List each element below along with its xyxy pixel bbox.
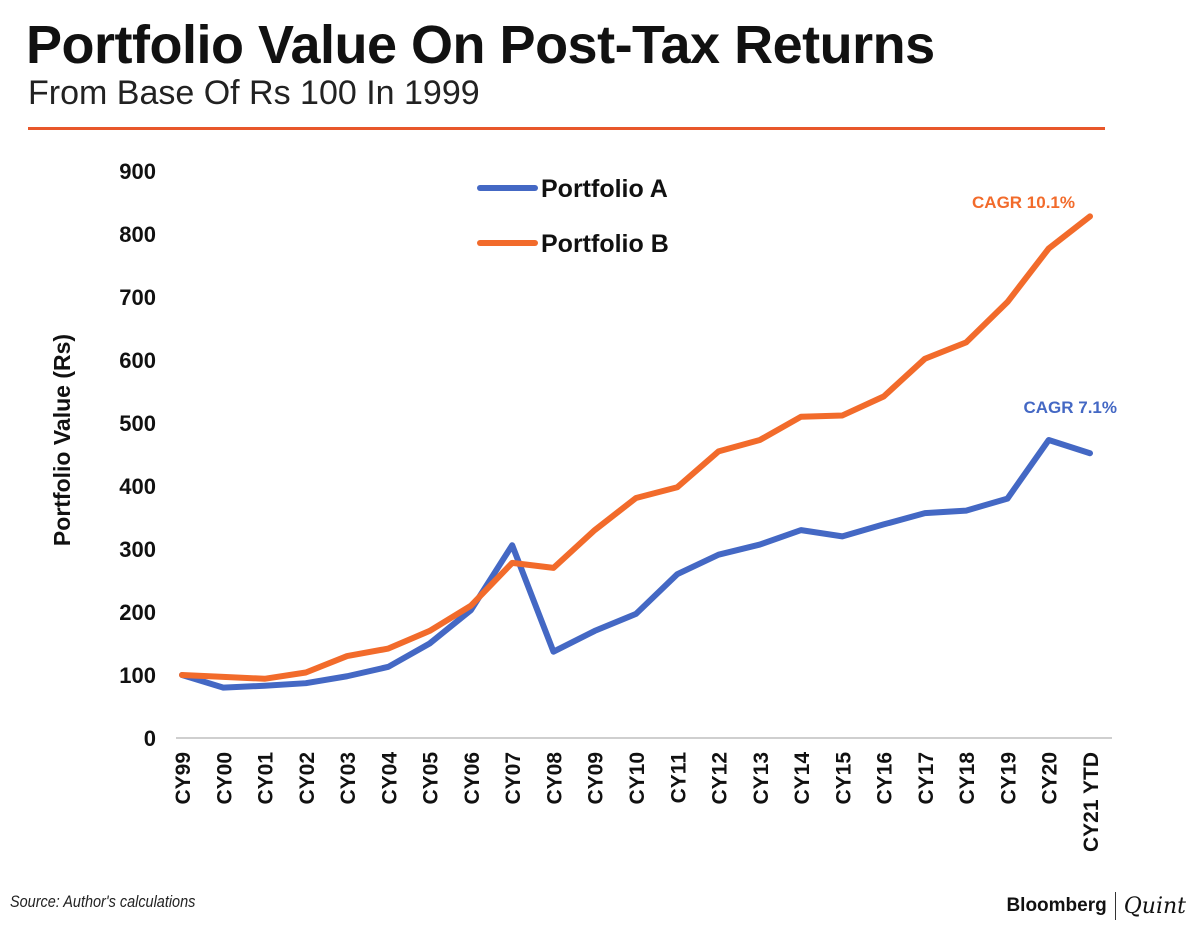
x-tick-label: CY21 YTD [1080,752,1103,852]
x-tick-label: CY10 [626,752,649,805]
y-tick-label: 400 [119,474,156,499]
y-tick-label: 700 [119,285,156,310]
x-tick-label: CY07 [502,752,525,805]
y-tick-label: 600 [119,348,156,373]
x-tick-label: CY12 [709,752,732,805]
y-tick-label: 900 [119,159,156,184]
y-tick-label: 100 [119,663,156,688]
logo-bloomberg: Bloomberg [1006,895,1107,916]
legend-label: Portfolio B [541,230,669,258]
cagr-annotation-a: CAGR 7.1% [1023,398,1117,417]
x-tick-label: CY15 [832,752,855,805]
x-tick-label: CY00 [213,752,236,805]
x-tick-label: CY05 [420,752,443,805]
y-tick-label: 200 [119,600,156,625]
title-divider [28,127,1105,130]
x-tick-label: CY14 [791,752,814,805]
x-tick-label: CY20 [1039,752,1062,805]
legend-label: Portfolio A [541,175,668,203]
x-tick-label: CY09 [585,752,608,805]
y-axis-label: Portfolio Value (Rs) [49,334,75,546]
y-tick-label: 800 [119,222,156,247]
publisher-logo: Bloomberg Quint [1006,892,1186,920]
x-tick-label: CY19 [997,752,1020,805]
x-tick-label: CY99 [172,752,195,805]
x-tick-label: CY08 [543,752,566,805]
x-tick-label: CY13 [750,752,773,805]
x-tick-label: CY04 [378,752,401,805]
series-line-portfolio-a [179,437,1093,691]
chart-subtitle: From Base Of Rs 100 In 1999 [28,74,480,112]
x-tick-label: CY11 [667,752,690,804]
source-note: Source: Author's calculations [10,892,196,911]
y-tick-label: 0 [144,726,156,751]
x-tick-label: CY16 [874,752,897,805]
logo-quint: Quint [1123,893,1186,919]
x-tick-label: CY18 [956,752,979,805]
x-tick-label: CY03 [337,752,360,805]
x-tick-label: CY17 [915,752,938,805]
logo-separator [1114,892,1116,920]
x-tick-label: CY01 [255,752,278,805]
x-tick-label: CY06 [461,752,484,805]
series-line-portfolio-b [179,213,1093,682]
chart-title: Portfolio Value On Post-Tax Returns [26,15,935,75]
y-tick-label: 300 [119,537,156,562]
y-tick-label: 500 [119,411,156,436]
x-tick-label: CY02 [296,752,319,805]
cagr-annotation-b: CAGR 10.1% [972,193,1075,212]
